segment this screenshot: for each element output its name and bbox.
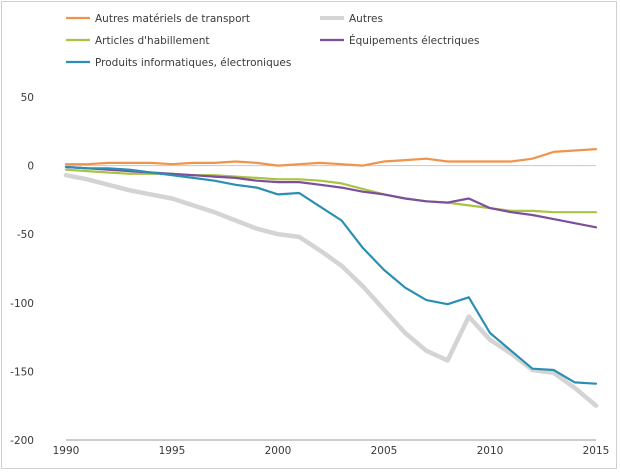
x-tick-label: 2000 bbox=[265, 445, 292, 457]
series-line-5 bbox=[64, 165, 598, 385]
legend-label: Articles d'habillement bbox=[95, 35, 209, 47]
y-tick-label: -50 bbox=[17, 229, 34, 241]
y-tick-label: 0 bbox=[27, 161, 34, 173]
series-line-3 bbox=[64, 168, 598, 214]
legend-label: Produits informatiques, électroniques bbox=[95, 57, 291, 69]
x-tick-label: 2010 bbox=[477, 445, 504, 457]
series-line-1 bbox=[64, 148, 598, 167]
axes bbox=[66, 165, 596, 441]
legend-label: Autres bbox=[349, 13, 383, 25]
y-tick-label: -200 bbox=[10, 435, 34, 447]
series-line-4 bbox=[64, 165, 598, 229]
x-axis-ticks: 1990 1995 2000 2005 2010 2015 bbox=[53, 445, 610, 457]
y-tick-label: -150 bbox=[10, 366, 34, 378]
x-tick-label: 2015 bbox=[583, 445, 610, 457]
y-tick-label: 50 bbox=[21, 92, 34, 104]
x-tick-label: 1990 bbox=[53, 445, 80, 457]
series-lines bbox=[63, 148, 599, 408]
legend: Autres matériels de transport Autres Artic… bbox=[66, 13, 479, 69]
x-tick-label: 2005 bbox=[371, 445, 398, 457]
y-tick-label: -100 bbox=[10, 298, 34, 310]
y-axis-ticks: 50 0 -50 -100 -150 -200 bbox=[10, 92, 34, 447]
x-tick-label: 1995 bbox=[159, 445, 186, 457]
legend-label: Autres matériels de transport bbox=[95, 13, 250, 25]
legend-label: Équipements électriques bbox=[349, 34, 479, 47]
series-line-2 bbox=[63, 172, 599, 408]
